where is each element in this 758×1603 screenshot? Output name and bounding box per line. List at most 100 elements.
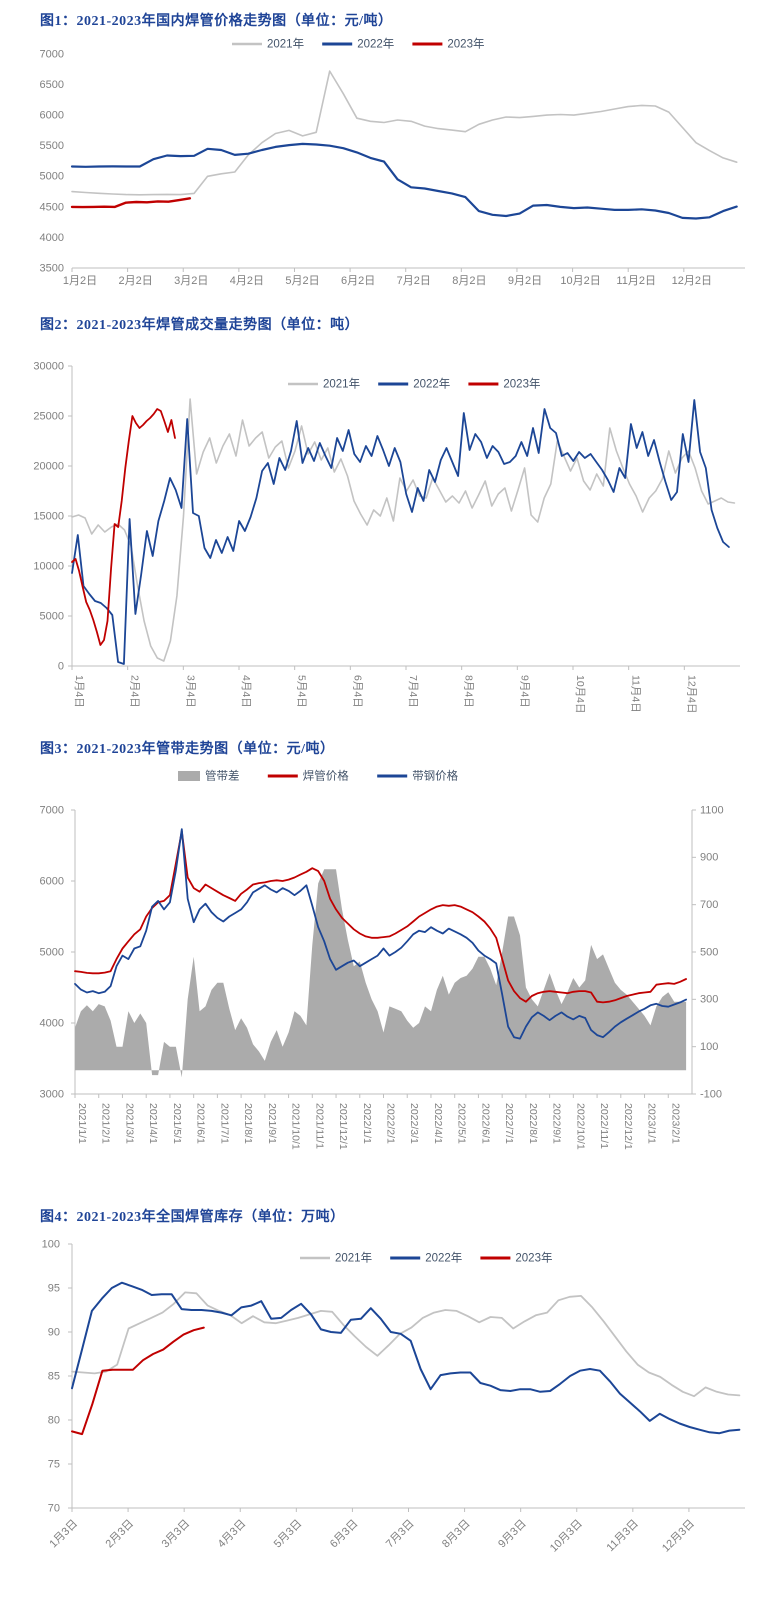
x-axis-label: 2021/5/1	[171, 1103, 183, 1144]
legend-item: 2022年	[322, 37, 394, 51]
legend-label: 2023年	[503, 377, 540, 391]
chart4-figure: 70 75 80 85 90 95 100 1月3日 2月3日 3月3日 4月3日 5月3日 6月3日 7…	[42, 1238, 745, 1555]
x-axis-label: 2021/10/1	[290, 1103, 302, 1150]
y-axis-label: 10000	[33, 560, 64, 572]
x-axis-label: 2月2日	[118, 275, 152, 287]
x-axis-label: 2022/6/1	[479, 1103, 491, 1144]
area-series-pipe-strip-spread	[75, 869, 687, 1078]
x-axis-label: 2月4日	[129, 675, 141, 708]
legend-item: 2023年	[468, 377, 540, 391]
legend-item: 焊管价格	[267, 769, 349, 783]
x-axis-label: 2021/8/1	[242, 1103, 254, 1144]
y-axis-label: 4000	[40, 1017, 64, 1029]
y-axis-label: 5000	[40, 610, 64, 622]
y-axis-label: 30000	[33, 360, 64, 372]
line-series-2	[70, 197, 192, 209]
y-axis-label: 95	[48, 1282, 60, 1294]
y2-axis-label: 1100	[700, 804, 724, 816]
x-axis-label: 9月2日	[508, 275, 542, 287]
legend-item: 2022年	[378, 377, 450, 391]
y-axis-label: 100	[42, 1238, 60, 1250]
x-axis-label: 6月2日	[341, 275, 375, 287]
y-axis-label: 5500	[40, 140, 64, 152]
x-axis-label: 7月4日	[407, 675, 419, 708]
x-axis-label: 2021/6/1	[195, 1103, 207, 1144]
y-axis-label: 15000	[33, 510, 64, 522]
legend-item: 2021年	[300, 1251, 372, 1265]
legend-label: 带钢价格	[412, 769, 458, 783]
chart2-figure: 0 5000 10000 15000 20000 25000 30000 1月4日 2月4日 3月…	[33, 360, 740, 714]
legend-item: 2023年	[480, 1251, 552, 1265]
legend-item: 2021年	[288, 377, 360, 391]
legend-label: 2021年	[323, 377, 360, 391]
legend-label: 2023年	[447, 37, 484, 51]
x-axis-label: 2月3日	[104, 1518, 137, 1551]
x-axis-label: 9月4日	[518, 675, 530, 708]
x-axis-label: 10月2日	[560, 275, 600, 287]
x-axis-label: 7月2日	[397, 275, 431, 287]
line-series-1	[74, 828, 687, 1040]
y-axis-label: 6000	[40, 875, 64, 887]
y2-axis-label: 100	[700, 1041, 718, 1053]
x-axis-label: 2022/7/1	[503, 1103, 515, 1144]
legend-item: 2021年	[232, 37, 304, 51]
y-axis-label: 6500	[40, 79, 64, 91]
y2-axis-label: -100	[700, 1088, 722, 1100]
legend-label: 2022年	[413, 377, 450, 391]
x-axis-label: 6月3日	[328, 1518, 361, 1551]
y2-axis-label: 900	[700, 852, 718, 864]
x-axis-label: 2021/2/1	[100, 1103, 112, 1144]
x-axis-label: 4月3日	[216, 1518, 249, 1551]
chart2-title: 图2：2021-2023年焊管成交量走势图（单位：吨）	[40, 318, 360, 333]
line-series-2	[71, 408, 176, 646]
y-axis-label: 4500	[40, 201, 64, 213]
y-axis-label: 70	[48, 1502, 60, 1514]
x-axis-label: 10月3日	[548, 1518, 585, 1555]
y-axis-label: 5000	[40, 946, 64, 958]
x-axis-label: 5月4日	[296, 675, 308, 708]
chart1-title: 图1：2021-2023年国内焊管价格走势图（单位：元/吨）	[40, 14, 393, 29]
legend-item: 2022年	[390, 1251, 462, 1265]
x-axis-label: 12月2日	[672, 275, 712, 287]
x-axis-label: 8月3日	[440, 1518, 473, 1551]
y-axis-label: 20000	[33, 460, 64, 472]
chart3-figure: 3000 4000 5000 6000 7000 -100 100 300 500 700 900 1…	[40, 769, 724, 1150]
x-axis-label: 1月3日	[47, 1518, 80, 1551]
x-axis-label: 2021/4/1	[147, 1103, 159, 1144]
x-axis-label: 6月4日	[351, 675, 363, 708]
y-axis-label: 6000	[40, 110, 64, 122]
x-axis-label: 12月4日	[685, 675, 697, 714]
line-series-2	[71, 1326, 205, 1436]
x-axis-label: 2022/3/1	[408, 1103, 420, 1144]
legend-item: 带钢价格	[377, 769, 459, 783]
legend-label: 焊管价格	[303, 769, 349, 783]
y-axis-label: 4000	[40, 232, 64, 244]
line-series-1	[70, 142, 738, 220]
x-axis-label: 2023/2/1	[669, 1103, 681, 1144]
legend-label: 2022年	[425, 1251, 462, 1265]
y-axis-label: 25000	[33, 410, 64, 422]
x-axis-label: 11月4日	[630, 675, 642, 713]
y-axis-label: 90	[48, 1326, 60, 1338]
x-axis-label: 11月2日	[616, 275, 656, 287]
y-axis-label: 3500	[40, 262, 64, 274]
x-axis-label: 1月2日	[63, 275, 97, 287]
x-axis-label: 2022/1/1	[361, 1103, 373, 1144]
y2-axis-label: 300	[700, 994, 718, 1006]
x-axis-label: 12月3日	[660, 1518, 697, 1555]
y-axis-label: 0	[58, 660, 64, 672]
x-axis-label: 2022/5/1	[456, 1103, 468, 1144]
x-axis-label: 2021/12/1	[337, 1103, 349, 1150]
legend-label: 2022年	[357, 37, 394, 51]
x-axis-label: 2022/12/1	[622, 1103, 634, 1150]
x-axis-label: 11月3日	[605, 1518, 641, 1554]
x-axis-label: 2021/9/1	[266, 1103, 278, 1144]
chart-block-3: 图3：2021-2023年管带走势图（单位：元/吨） 3000 4000 5000 6…	[0, 728, 758, 1196]
chart-block-1: 图1：2021-2023年国内焊管价格走势图（单位：元/吨） 3500 4000 4…	[0, 0, 758, 304]
y-axis-label: 80	[48, 1414, 60, 1426]
line-series-0	[71, 1291, 741, 1398]
x-axis-label: 2021/7/1	[218, 1103, 230, 1144]
x-axis-label: 2021/3/1	[123, 1103, 135, 1144]
legend-label: 2021年	[335, 1251, 372, 1265]
